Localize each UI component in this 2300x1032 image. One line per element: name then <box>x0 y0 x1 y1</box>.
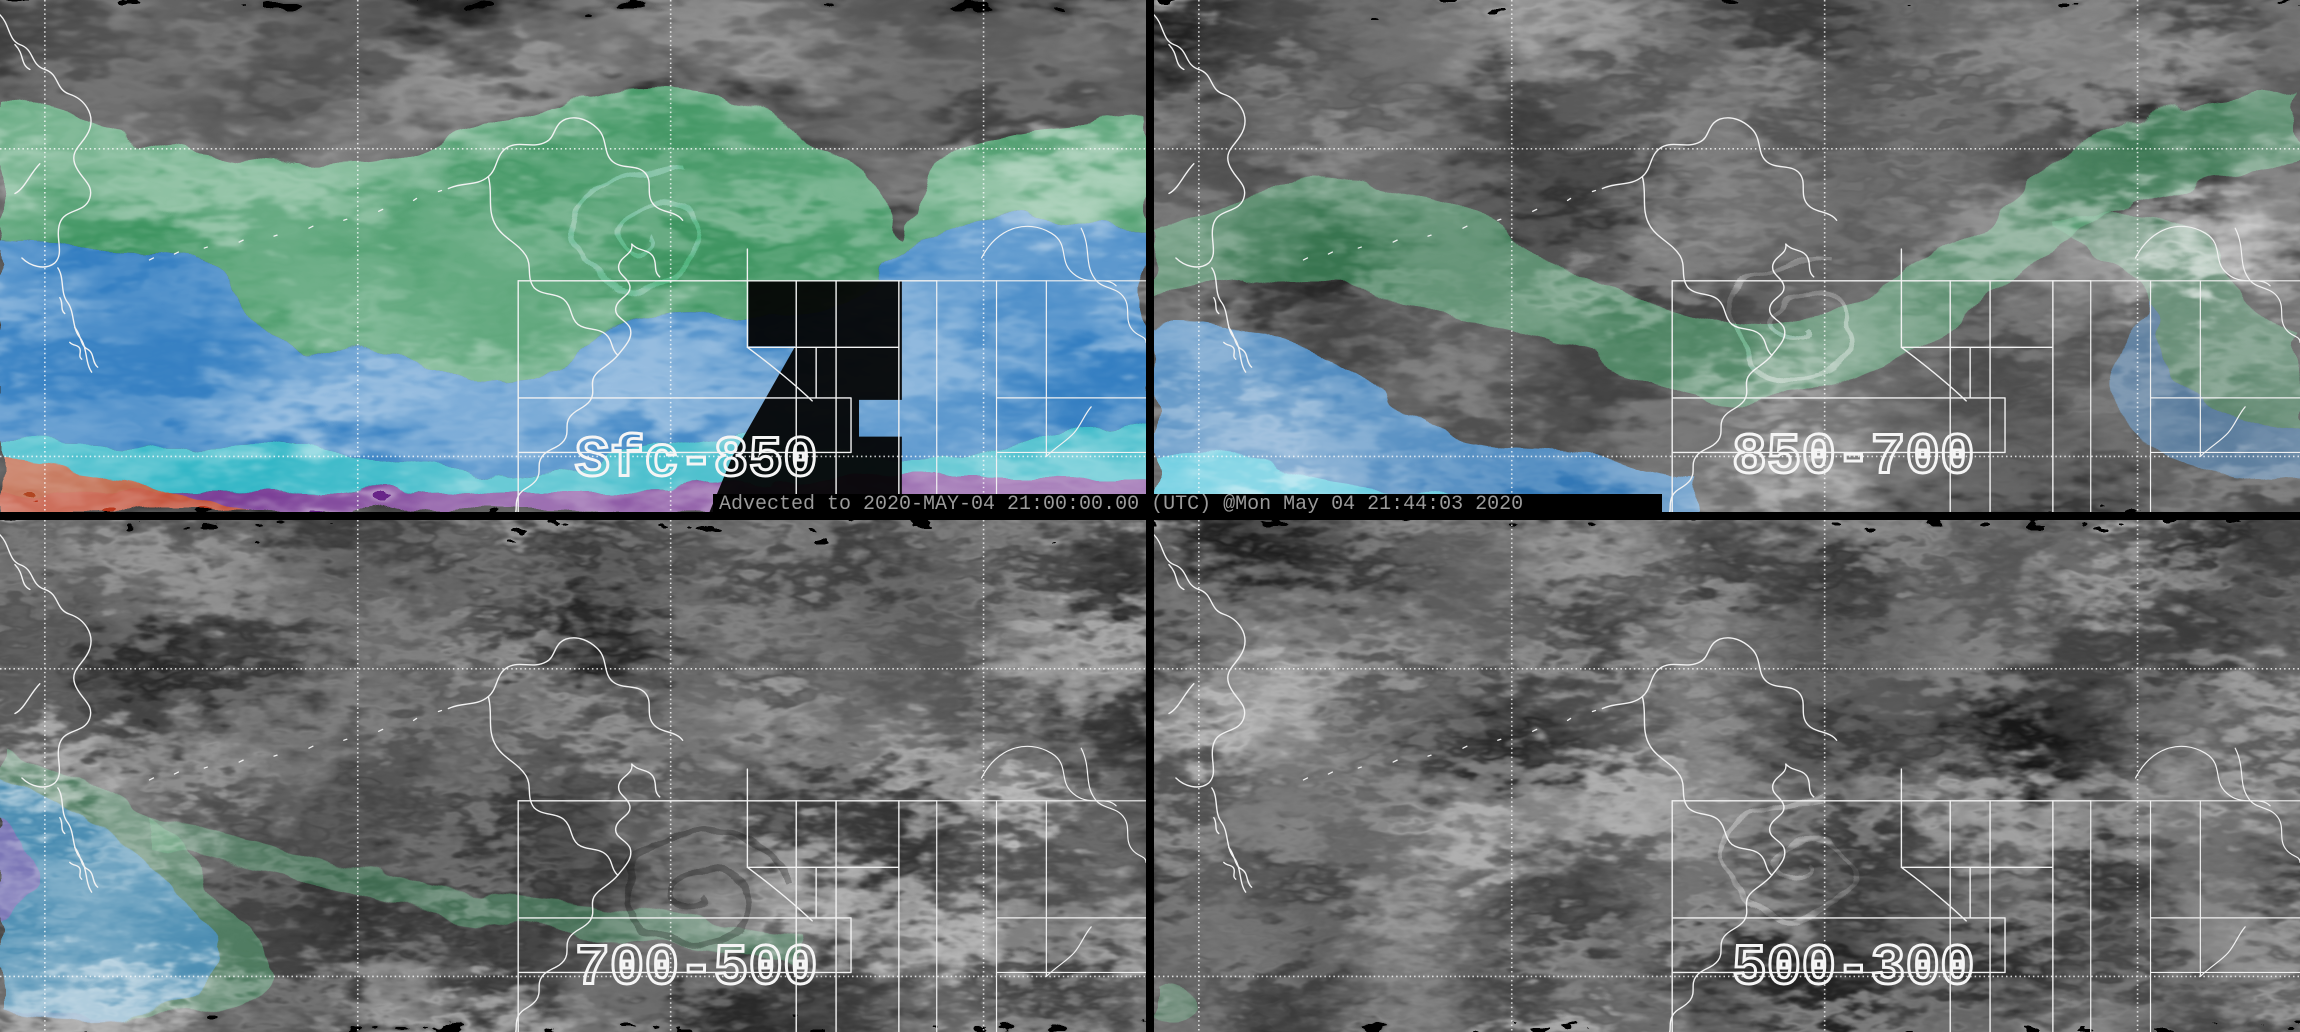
svg-text:700-500: 700-500 <box>575 936 818 1001</box>
